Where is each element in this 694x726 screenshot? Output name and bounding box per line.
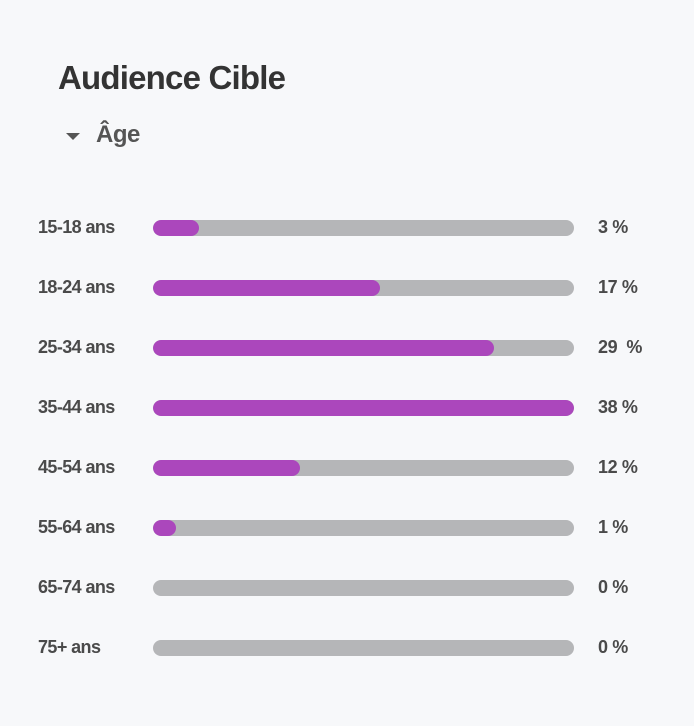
progress-track — [153, 400, 574, 416]
progress-track — [153, 220, 574, 236]
age-label: 15-18 ans — [38, 217, 115, 237]
age-row: 65-74 ans 0 % — [0, 558, 694, 618]
progress-track — [153, 580, 574, 596]
age-label: 25-34 ans — [38, 337, 115, 357]
age-row: 25-34 ans 29 % — [0, 318, 694, 378]
progress-fill — [153, 280, 381, 296]
progress-fill — [153, 340, 494, 356]
age-row: 18-24 ans 17 % — [0, 258, 694, 318]
percent-value: 3 % — [598, 217, 628, 237]
age-row: 55-64 ans 1 % — [0, 498, 694, 558]
page-title: Audience Cible — [58, 59, 286, 96]
age-label: 75+ ans — [38, 637, 101, 657]
age-label: 45-54 ans — [38, 457, 115, 477]
progress-track — [153, 280, 574, 296]
progress-fill — [153, 520, 177, 536]
age-label: 55-64 ans — [38, 517, 115, 537]
age-label: 18-24 ans — [38, 277, 115, 297]
percent-value: 38 % — [598, 397, 638, 417]
percent-value: 29 % — [598, 337, 643, 357]
age-section-toggle[interactable]: Âge — [66, 118, 140, 152]
age-label: 65-74 ans — [38, 577, 115, 597]
progress-track — [153, 520, 574, 536]
progress-track — [153, 460, 574, 476]
progress-fill — [153, 460, 301, 476]
age-row: 45-54 ans 12 % — [0, 438, 694, 498]
age-row: 15-18 ans 3 % — [0, 198, 694, 258]
progress-track — [153, 640, 574, 656]
percent-value: 17 % — [598, 277, 638, 297]
age-row: 75+ ans 0 % — [0, 618, 694, 678]
progress-fill — [153, 220, 200, 236]
age-distribution-list: 15-18 ans 3 % 18-24 ans 17 % 25-34 ans 2… — [0, 198, 694, 678]
percent-value: 0 % — [598, 637, 628, 657]
section-label: Âge — [96, 121, 140, 148]
caret-down-icon[interactable] — [66, 132, 80, 140]
percent-value: 0 % — [598, 577, 628, 597]
age-row: 35-44 ans 38 % — [0, 378, 694, 438]
percent-value: 12 % — [598, 457, 638, 477]
percent-value: 1 % — [598, 517, 628, 537]
progress-track — [153, 340, 574, 356]
age-label: 35-44 ans — [38, 397, 115, 417]
progress-fill — [153, 400, 574, 416]
